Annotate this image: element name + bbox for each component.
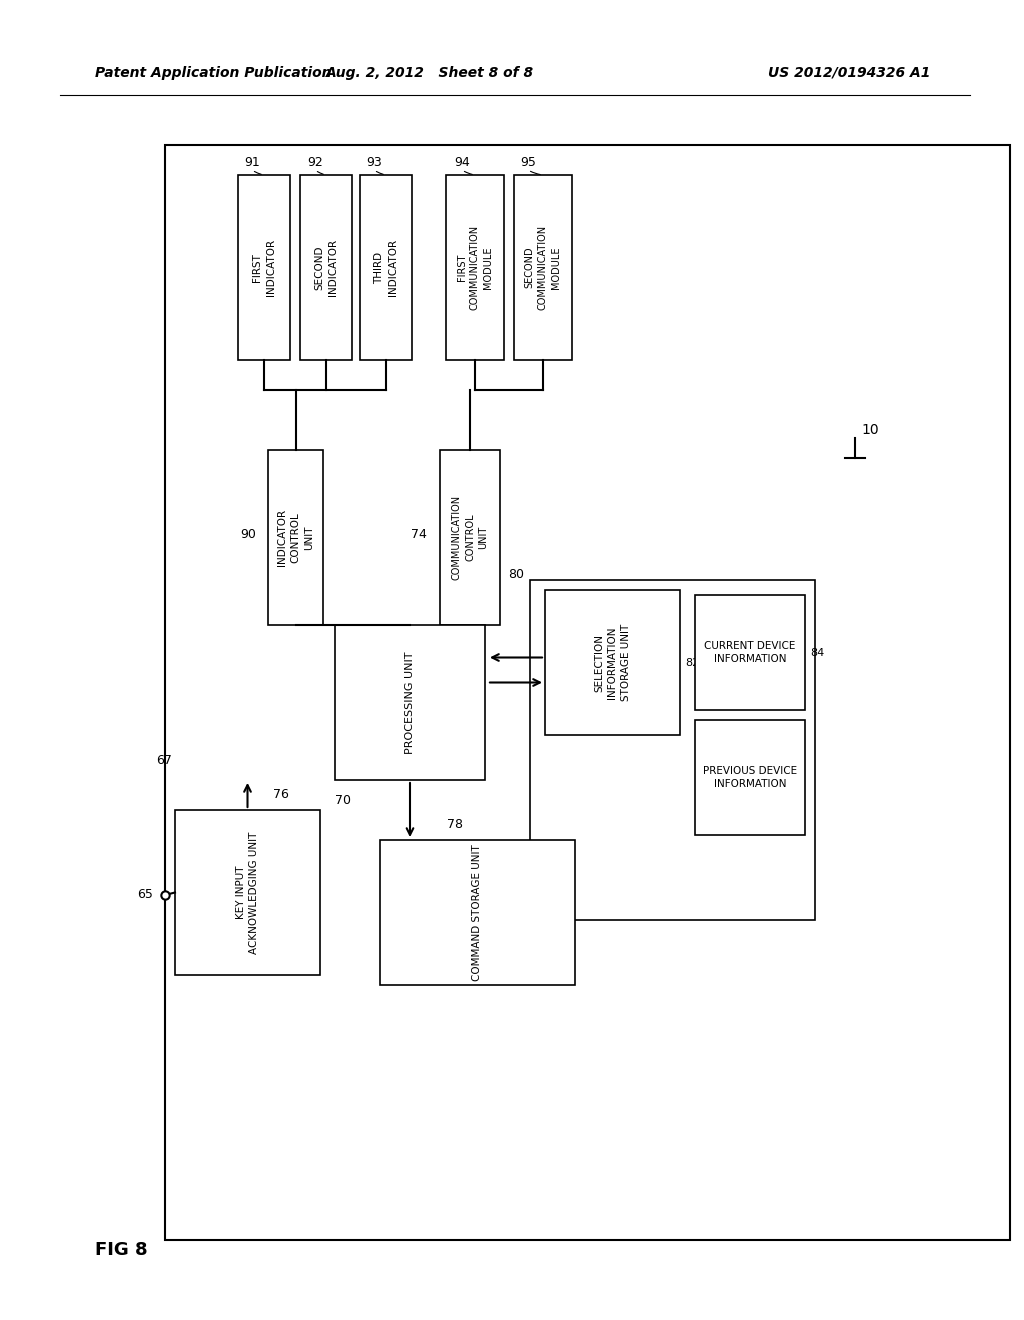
Text: 94: 94 bbox=[454, 156, 470, 169]
Bar bbox=[165, 145, 1010, 1239]
Text: 91: 91 bbox=[244, 156, 260, 169]
Text: 84: 84 bbox=[810, 648, 824, 657]
Bar bbox=[335, 624, 485, 780]
Text: FIRST
COMMUNICATION
MODULE: FIRST COMMUNICATION MODULE bbox=[457, 224, 494, 310]
Text: 65: 65 bbox=[137, 888, 153, 902]
Bar bbox=[360, 176, 412, 360]
Text: 74: 74 bbox=[411, 528, 427, 541]
Text: SECOND
INDICATOR: SECOND INDICATOR bbox=[314, 239, 338, 296]
Text: 78: 78 bbox=[447, 818, 464, 832]
Text: PREVIOUS DEVICE
INFORMATION: PREVIOUS DEVICE INFORMATION bbox=[702, 766, 797, 789]
Bar bbox=[300, 176, 352, 360]
Bar bbox=[440, 450, 500, 624]
Text: 76: 76 bbox=[272, 788, 289, 801]
Text: FIRST
INDICATOR: FIRST INDICATOR bbox=[252, 239, 275, 296]
Bar bbox=[380, 840, 575, 985]
Bar bbox=[175, 810, 319, 975]
Text: CURRENT DEVICE
INFORMATION: CURRENT DEVICE INFORMATION bbox=[705, 642, 796, 664]
Text: 70: 70 bbox=[335, 793, 351, 807]
Text: COMMUNICATION
CONTROL
UNIT: COMMUNICATION CONTROL UNIT bbox=[452, 495, 488, 579]
Bar bbox=[514, 176, 572, 360]
Text: KEY INPUT
ACKNOWLEDGING UNIT: KEY INPUT ACKNOWLEDGING UNIT bbox=[236, 832, 259, 953]
Bar bbox=[695, 719, 805, 836]
Bar bbox=[446, 176, 504, 360]
Text: INDICATOR
CONTROL
UNIT: INDICATOR CONTROL UNIT bbox=[278, 510, 313, 566]
Text: 82: 82 bbox=[685, 657, 699, 668]
Text: SECOND
COMMUNICATION
MODULE: SECOND COMMUNICATION MODULE bbox=[524, 224, 561, 310]
Text: Patent Application Publication: Patent Application Publication bbox=[95, 66, 332, 81]
Text: Aug. 2, 2012   Sheet 8 of 8: Aug. 2, 2012 Sheet 8 of 8 bbox=[326, 66, 535, 81]
Text: 90: 90 bbox=[240, 528, 256, 541]
Text: 67: 67 bbox=[156, 754, 172, 767]
Bar bbox=[238, 176, 290, 360]
Text: 10: 10 bbox=[861, 422, 879, 437]
Text: US 2012/0194326 A1: US 2012/0194326 A1 bbox=[768, 66, 930, 81]
Text: SELECTION
INFORMATION
STORAGE UNIT: SELECTION INFORMATION STORAGE UNIT bbox=[594, 624, 631, 701]
Text: 95: 95 bbox=[520, 156, 536, 169]
Bar bbox=[530, 579, 815, 920]
Text: THIRD
INDICATOR: THIRD INDICATOR bbox=[375, 239, 397, 296]
Text: 80: 80 bbox=[508, 568, 524, 581]
Text: 92: 92 bbox=[307, 156, 323, 169]
Text: COMMAND STORAGE UNIT: COMMAND STORAGE UNIT bbox=[472, 843, 482, 981]
Text: 93: 93 bbox=[367, 156, 382, 169]
Bar bbox=[545, 590, 680, 735]
Bar bbox=[695, 595, 805, 710]
Bar bbox=[268, 450, 323, 624]
Text: PROCESSING UNIT: PROCESSING UNIT bbox=[406, 651, 415, 754]
Text: FIG 8: FIG 8 bbox=[95, 1241, 147, 1259]
